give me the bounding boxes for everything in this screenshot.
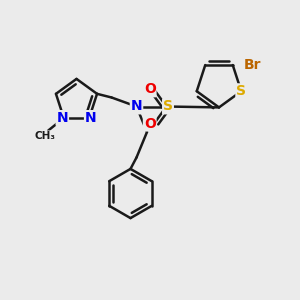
Text: S: S [236, 84, 246, 98]
Text: S: S [163, 100, 173, 113]
Text: O: O [144, 82, 156, 96]
Text: Br: Br [244, 58, 262, 72]
Text: O: O [144, 117, 156, 130]
Text: N: N [131, 100, 142, 113]
Text: CH₃: CH₃ [34, 131, 55, 141]
Text: N: N [85, 111, 97, 125]
Text: N: N [56, 111, 68, 125]
